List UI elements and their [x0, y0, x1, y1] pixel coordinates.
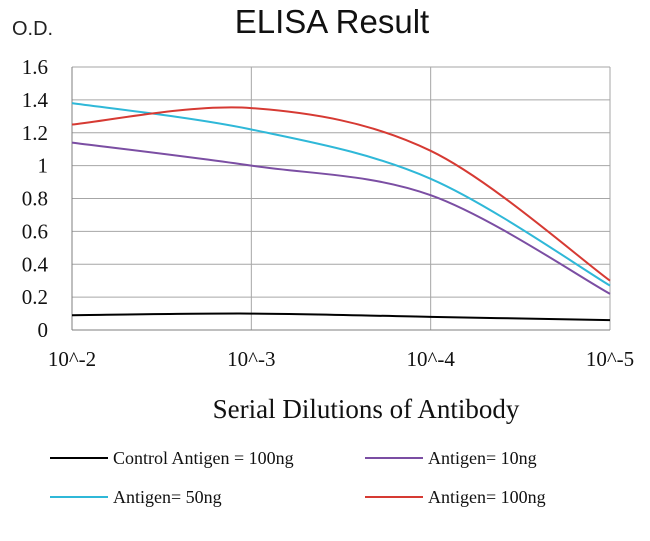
y-tick-label: 0.2 [22, 285, 48, 309]
legend: Control Antigen = 100ng Antigen= 10ng Anti… [50, 448, 546, 507]
y-tick-labels: 0 0.2 0.4 0.6 0.8 1 1.2 1.4 1.6 [22, 55, 49, 342]
y-tick-label: 1.4 [22, 88, 49, 112]
x-tick-label: 10^-4 [406, 347, 455, 371]
y-tick-label: 1.2 [22, 121, 48, 145]
legend-label: Antigen= 100ng [428, 487, 546, 507]
plot-grid [71, 66, 611, 331]
y-tick-label: 0.6 [22, 219, 48, 243]
legend-label: Control Antigen = 100ng [113, 448, 294, 468]
y-tick-label: 0.8 [22, 187, 48, 211]
series-line [71, 106, 611, 282]
y-tick-label: 1 [38, 154, 49, 178]
series-lines [71, 102, 611, 322]
legend-label: Antigen= 10ng [428, 448, 537, 468]
legend-label: Antigen= 50ng [113, 487, 222, 507]
y-tick-label: 1.6 [22, 55, 48, 79]
y-tick-label: 0 [38, 318, 49, 342]
series-line [71, 141, 611, 295]
x-tick-labels: 10^-2 10^-3 10^-4 10^-5 [48, 347, 634, 371]
series-line [71, 312, 611, 322]
x-tick-label: 10^-2 [48, 347, 96, 371]
x-axis-label: Serial Dilutions of Antibody [213, 394, 520, 424]
x-tick-label: 10^-5 [586, 347, 634, 371]
x-tick-label: 10^-3 [227, 347, 275, 371]
y-axis-label: O.D. [12, 18, 53, 40]
y-tick-label: 0.4 [22, 252, 49, 276]
chart-title: ELISA Result [235, 3, 429, 40]
